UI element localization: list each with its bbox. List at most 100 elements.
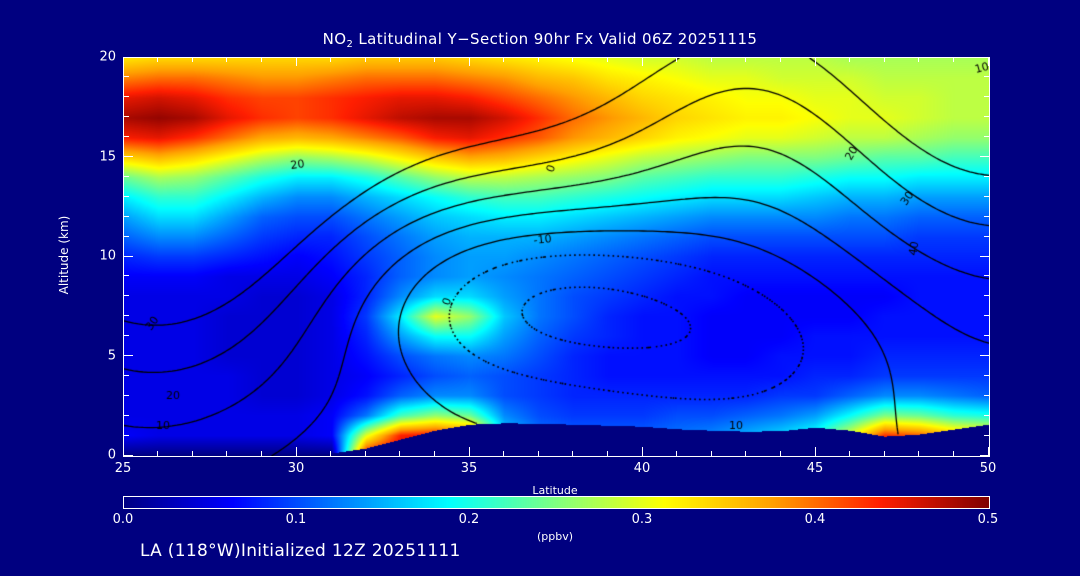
x-tick-mark — [468, 447, 470, 456]
x-tick-mark — [330, 451, 332, 456]
y-tick-label: 5 — [107, 348, 116, 363]
y-tick-mark — [980, 56, 989, 58]
heatmap-canvas — [124, 58, 989, 456]
x-tick-mark — [641, 57, 643, 66]
x-tick-mark — [122, 57, 124, 66]
x-tick-mark — [260, 57, 262, 62]
title-subscript: 2 — [346, 39, 354, 50]
y-tick-mark — [984, 315, 989, 317]
x-tick-mark — [710, 451, 712, 456]
x-tick-mark — [745, 451, 747, 456]
x-tick-label: 50 — [979, 461, 997, 476]
no2-field-heatmap — [124, 58, 989, 456]
x-tick-mark — [606, 451, 608, 456]
y-tick-mark — [124, 96, 129, 98]
y-axis-label: Altitude (km) — [57, 215, 71, 295]
y-tick-mark — [984, 275, 989, 277]
x-tick-label: 40 — [633, 461, 651, 476]
x-tick-mark — [952, 57, 954, 62]
x-tick-mark — [606, 57, 608, 62]
y-tick-mark — [124, 195, 129, 197]
x-tick-mark — [849, 451, 851, 456]
page-title: NO2 Latitudinal Y−Section 90hr Fx Valid … — [0, 30, 1080, 50]
y-tick-mark — [124, 335, 129, 337]
y-tick-mark — [124, 56, 133, 58]
x-tick-mark — [641, 447, 643, 456]
y-tick-mark — [980, 156, 989, 157]
x-tick-mark — [157, 57, 159, 62]
x-tick-mark — [537, 451, 539, 456]
x-tick-mark — [295, 57, 297, 66]
y-tick-mark — [124, 175, 129, 177]
y-tick-mark — [980, 454, 989, 456]
y-tick-mark — [980, 255, 989, 257]
x-tick-mark — [849, 57, 851, 62]
y-tick-mark — [124, 156, 133, 157]
y-tick-mark — [984, 195, 989, 197]
y-tick-label: 20 — [99, 49, 116, 65]
x-tick-label: 25 — [114, 461, 132, 476]
y-tick-mark — [984, 335, 989, 337]
y-tick-mark — [984, 374, 989, 376]
y-tick-mark — [984, 394, 989, 396]
colorbar-tick-label: 0.2 — [458, 512, 480, 527]
x-tick-label: 35 — [460, 461, 478, 476]
y-tick-mark — [124, 454, 133, 456]
y-tick-mark — [124, 374, 129, 376]
y-tick-mark — [984, 235, 989, 237]
y-tick-label: 0 — [107, 447, 116, 463]
x-tick-label: 30 — [287, 461, 305, 476]
x-tick-mark — [330, 57, 332, 62]
x-tick-mark — [572, 57, 574, 62]
y-tick-mark — [124, 76, 129, 78]
x-tick-mark — [710, 57, 712, 62]
x-tick-mark — [433, 451, 435, 456]
y-tick-mark — [984, 434, 989, 436]
x-tick-mark — [433, 57, 435, 62]
colorbar-tick-label: 0.1 — [285, 512, 307, 527]
y-tick-mark — [124, 275, 129, 277]
y-tick-mark — [984, 175, 989, 177]
x-tick-mark — [157, 451, 159, 456]
x-tick-mark — [883, 451, 885, 456]
y-tick-mark — [124, 315, 129, 317]
y-tick-mark — [984, 295, 989, 297]
colorbar-tick-label: 0.5 — [977, 512, 999, 527]
x-tick-mark — [537, 57, 539, 62]
colorbar-tick-label: 0.0 — [112, 512, 134, 527]
x-tick-mark — [987, 57, 989, 66]
x-tick-mark — [918, 57, 920, 62]
y-tick-mark — [984, 76, 989, 78]
x-tick-mark — [987, 447, 989, 456]
x-tick-mark — [226, 451, 228, 456]
x-tick-mark — [676, 57, 678, 62]
y-tick-mark — [984, 136, 989, 138]
x-tick-mark — [503, 451, 505, 456]
x-tick-mark — [814, 57, 816, 66]
y-tick-mark — [124, 136, 129, 138]
x-tick-mark — [503, 57, 505, 62]
colorbar-tick-label: 0.4 — [804, 512, 826, 527]
x-tick-mark — [260, 451, 262, 456]
y-tick-mark — [980, 355, 989, 356]
y-tick-mark — [124, 434, 129, 436]
x-tick-label: 45 — [806, 461, 824, 476]
y-tick-mark — [124, 255, 133, 257]
x-tick-mark — [226, 57, 228, 62]
x-tick-mark — [883, 57, 885, 62]
x-axis-label: Latitude — [532, 484, 578, 497]
x-tick-mark — [468, 57, 470, 66]
x-tick-mark — [191, 57, 193, 62]
y-tick-mark — [984, 96, 989, 98]
footer-caption: LA (118°W)Initialized 12Z 20251111 — [140, 541, 461, 561]
x-tick-mark — [918, 451, 920, 456]
colorbar-canvas — [124, 497, 989, 508]
y-tick-mark — [984, 116, 989, 118]
x-tick-mark — [952, 451, 954, 456]
colorbar — [123, 496, 990, 509]
y-tick-mark — [984, 414, 989, 416]
x-tick-mark — [745, 57, 747, 62]
y-tick-mark — [124, 355, 133, 356]
y-tick-mark — [124, 394, 129, 396]
